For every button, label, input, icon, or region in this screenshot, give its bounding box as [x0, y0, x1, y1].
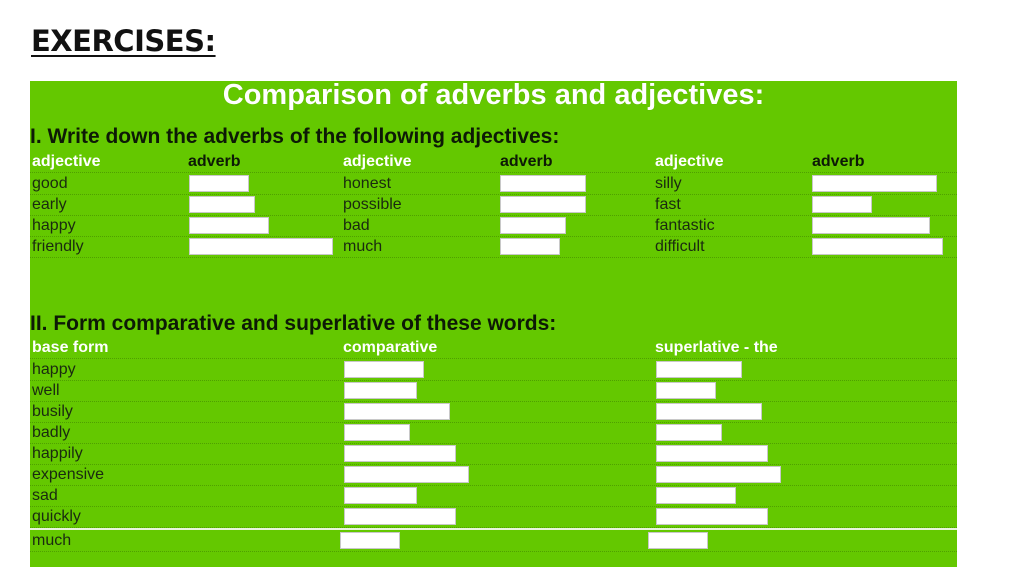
- adverb-answer-box[interactable]: [500, 217, 566, 234]
- adverb-answer-box[interactable]: [812, 217, 930, 234]
- section2-row: much: [30, 530, 957, 552]
- adverb-answer-box[interactable]: [812, 175, 937, 192]
- superlative-answer-box[interactable]: [656, 487, 736, 504]
- adjective-word: happy: [32, 217, 76, 234]
- superlative-answer-box[interactable]: [656, 403, 762, 420]
- section2-row: badly: [30, 422, 957, 444]
- adjective-word: early: [32, 196, 67, 213]
- header-adverb-1: adverb: [188, 153, 241, 170]
- superlative-answer-box[interactable]: [656, 424, 722, 441]
- section1-row: happy bad fantastic: [30, 215, 957, 237]
- adverb-answer-box[interactable]: [189, 175, 249, 192]
- adverb-answer-box[interactable]: [812, 238, 943, 255]
- section-divider: [30, 528, 957, 530]
- header-adverb-3: adverb: [812, 153, 865, 170]
- superlative-answer-box[interactable]: [648, 532, 708, 549]
- adverb-answer-box[interactable]: [189, 196, 255, 213]
- base-form-word: much: [32, 532, 72, 549]
- adjective-word: honest: [343, 175, 392, 192]
- superlative-answer-box[interactable]: [656, 382, 716, 399]
- section2-row: busily: [30, 401, 957, 423]
- section2-row: happy: [30, 359, 957, 381]
- base-form-word: badly: [32, 424, 71, 441]
- comparative-answer-box[interactable]: [344, 508, 456, 525]
- adjective-word: fantastic: [655, 217, 715, 234]
- adjective-word: friendly: [32, 238, 84, 255]
- adverb-answer-box[interactable]: [812, 196, 872, 213]
- section2-title: II. Form comparative and superlative of …: [30, 312, 557, 335]
- exercise-sheet: Comparison of adverbs and adjectives: I.…: [30, 81, 957, 567]
- base-form-word: expensive: [32, 466, 105, 483]
- adverb-answer-box[interactable]: [500, 238, 560, 255]
- section2-row: well: [30, 380, 957, 402]
- section2-row: expensive: [30, 464, 957, 486]
- superlative-answer-box[interactable]: [656, 466, 781, 483]
- section2-row: quickly: [30, 506, 957, 528]
- comparative-answer-box[interactable]: [340, 532, 400, 549]
- header-adjective-2: adjective: [343, 153, 412, 170]
- header-adjective-1: adjective: [32, 153, 101, 170]
- header-superlative: superlative - the: [655, 339, 778, 356]
- section1-header-row: adjective adverb adjective adverb adject…: [30, 151, 957, 173]
- base-form-word: happily: [32, 445, 83, 462]
- adverb-answer-box[interactable]: [189, 217, 269, 234]
- base-form-word: sad: [32, 487, 58, 504]
- comparative-answer-box[interactable]: [344, 361, 424, 378]
- section2-header-row: base form comparative superlative - the: [30, 337, 957, 359]
- comparative-answer-box[interactable]: [344, 424, 410, 441]
- section1-row: good honest silly: [30, 173, 957, 195]
- adjective-word: bad: [343, 217, 370, 234]
- header-base-form: base form: [32, 339, 109, 356]
- adjective-word: silly: [655, 175, 682, 192]
- header-adjective-3: adjective: [655, 153, 724, 170]
- superlative-answer-box[interactable]: [656, 361, 742, 378]
- comparative-answer-box[interactable]: [344, 466, 469, 483]
- section1-row: friendly much difficult: [30, 236, 957, 258]
- section2-row: sad: [30, 485, 957, 507]
- comparative-answer-box[interactable]: [344, 445, 456, 462]
- adjective-word: possible: [343, 196, 402, 213]
- adjective-word: much: [343, 238, 383, 255]
- comparative-answer-box[interactable]: [344, 403, 450, 420]
- section1-title: I. Write down the adverbs of the followi…: [30, 125, 560, 148]
- section1-row: early possible fast: [30, 194, 957, 216]
- base-form-word: happy: [32, 361, 76, 378]
- adjective-word: fast: [655, 196, 681, 213]
- base-form-word: quickly: [32, 508, 81, 525]
- base-form-word: busily: [32, 403, 73, 420]
- adverb-answer-box[interactable]: [500, 175, 586, 192]
- base-form-word: well: [32, 382, 60, 399]
- header-adverb-2: adverb: [500, 153, 553, 170]
- adverb-answer-box[interactable]: [500, 196, 586, 213]
- adjective-word: difficult: [655, 238, 705, 255]
- sheet-title: Comparison of adverbs and adjectives:: [222, 81, 765, 111]
- superlative-answer-box[interactable]: [656, 508, 768, 525]
- comparative-answer-box[interactable]: [344, 382, 417, 399]
- comparative-answer-box[interactable]: [344, 487, 417, 504]
- section2-row: happily: [30, 443, 957, 465]
- adjective-word: good: [32, 175, 68, 192]
- header-comparative: comparative: [343, 339, 438, 356]
- adverb-answer-box[interactable]: [189, 238, 333, 255]
- page-heading: EXERCISES:: [31, 24, 216, 58]
- superlative-answer-box[interactable]: [656, 445, 768, 462]
